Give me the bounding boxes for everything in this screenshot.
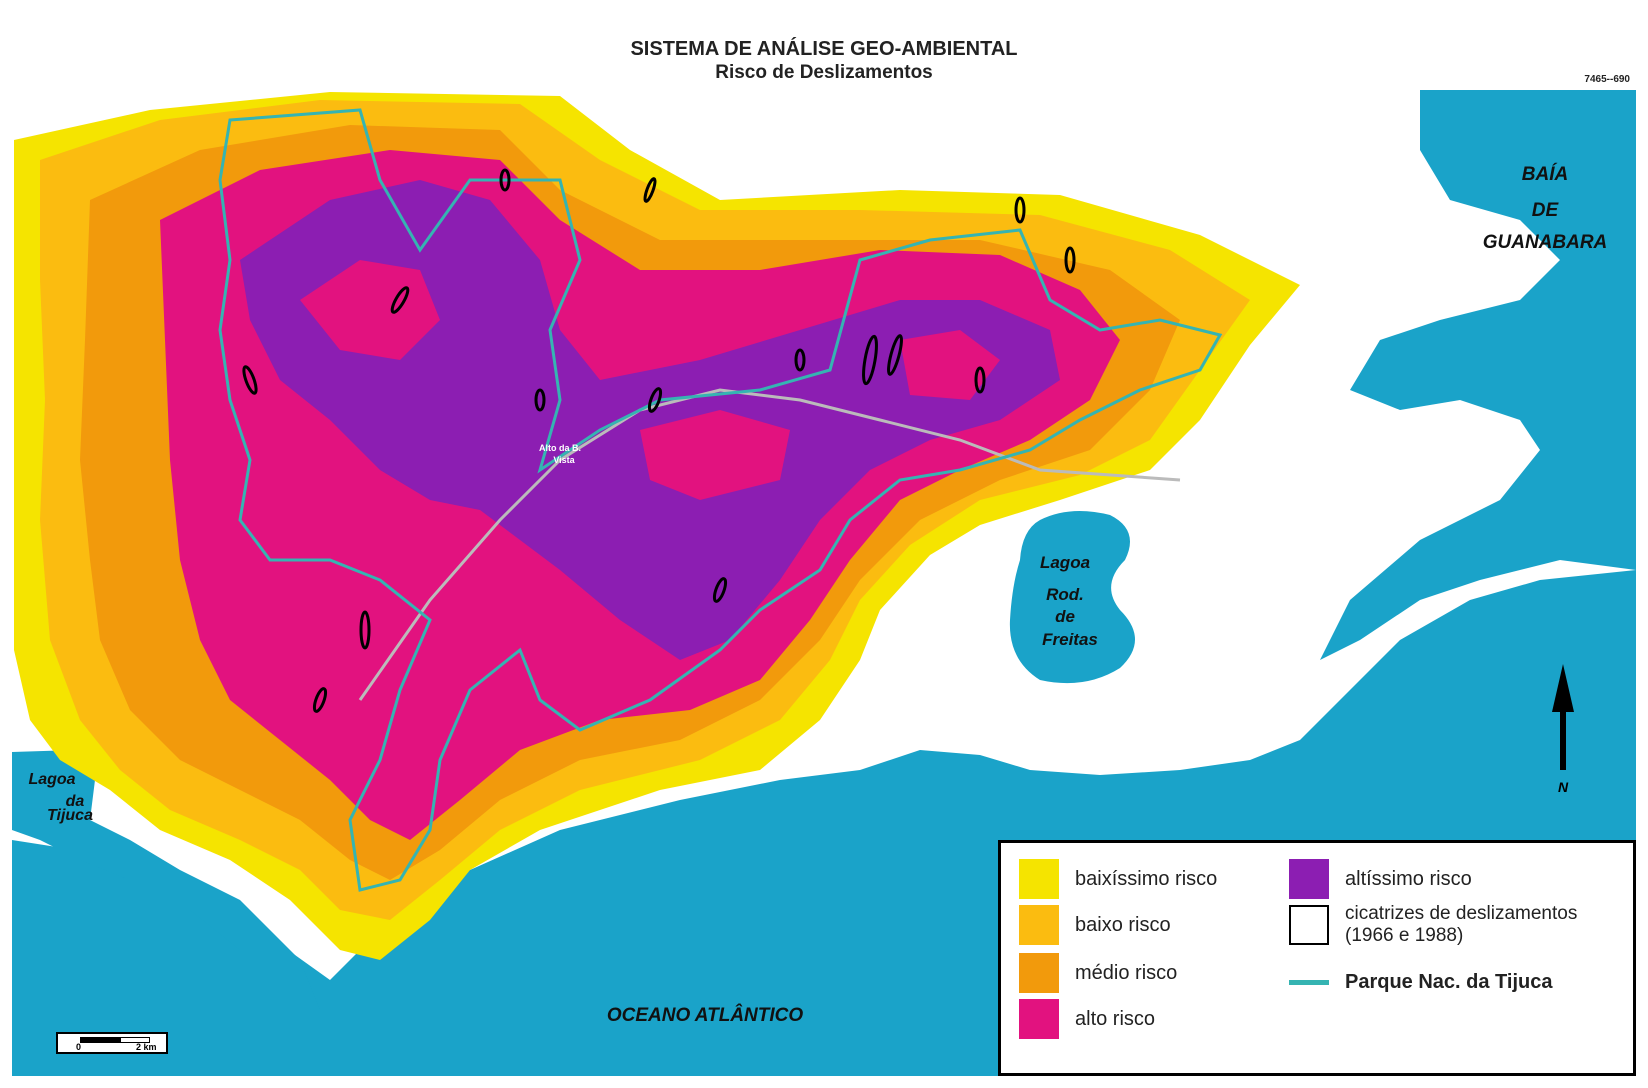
legend-label-scars: cicatrizes de deslizamentos (1966 e 1988… — [1345, 903, 1577, 947]
north-arrow-shaft — [1560, 710, 1566, 770]
lagoa-rod-label-line2: Rod. — [1046, 585, 1084, 604]
north-arrow: N — [1552, 664, 1574, 795]
scar-mark — [312, 687, 328, 713]
lagoa-tijuca-label-line2: da — [66, 793, 85, 810]
zone-very-high-risk — [240, 180, 1060, 660]
legend-scars-line2: (1966 e 1988) — [1345, 925, 1464, 946]
map-subtitle: Risco de Deslizamentos — [715, 62, 933, 83]
zone-high-risk-patch — [300, 260, 440, 360]
scar-mark — [534, 388, 546, 412]
north-label: N — [1558, 779, 1569, 795]
landslide-scars — [242, 168, 1076, 713]
lagoa-rod-label-line3: de — [1055, 607, 1075, 626]
scale-start-label: 0 — [76, 1042, 82, 1052]
lagoa-rod-label-line1: Lagoa — [1040, 553, 1090, 572]
ocean-label: OCEANO ATLÂNTICO — [607, 1004, 804, 1026]
legend-item-very-low: baixíssimo risco — [1019, 859, 1217, 899]
legend-item-very-high: altíssimo risco — [1289, 859, 1472, 899]
lagoa-tijuca-label-line3: Tijuca — [47, 807, 93, 824]
scar-mark — [1064, 246, 1076, 274]
legend-swatch-low — [1019, 905, 1059, 945]
scar-mark — [499, 168, 511, 192]
scar-mark — [974, 366, 986, 394]
legend-label-medium: médio risco — [1075, 961, 1178, 984]
scar-mark — [862, 334, 878, 386]
guanabara-bay — [1320, 90, 1636, 660]
alto-boa-vista-label-line1: Alto da B. — [539, 443, 581, 453]
legend-item-medium: médio risco — [1019, 953, 1177, 993]
lagoa-rodrigo-de-freitas — [1009, 511, 1135, 684]
bay-label-line3: GUANABARA — [1483, 232, 1608, 253]
north-arrow-head — [1552, 664, 1574, 712]
lagoa-da-tijuca — [12, 750, 320, 1010]
scar-mark — [647, 387, 663, 413]
scar-mark — [390, 286, 410, 314]
scar-mark — [359, 610, 371, 650]
legend-item-park: Parque Nac. da Tijuca — [1289, 971, 1553, 994]
scar-mark — [1014, 196, 1026, 224]
lagoa-rod-label-line4: Freitas — [1042, 630, 1098, 649]
legend-scars-line1: cicatrizes de deslizamentos — [1345, 903, 1578, 924]
legend-label-park: Parque Nac. da Tijuca — [1345, 971, 1553, 993]
scale-end-label: 2 km — [136, 1042, 157, 1052]
map-title: SISTEMA DE ANÁLISE GEO-AMBIENTAL — [630, 38, 1018, 60]
scar-mark — [794, 348, 806, 372]
bay-label-line1: BAÍA — [1522, 163, 1568, 185]
map-legend: baixíssimo risco baixo risco médio risco… — [998, 840, 1636, 1076]
legend-item-scars: cicatrizes de deslizamentos (1966 e 1988… — [1289, 903, 1577, 947]
legend-swatch-high — [1019, 999, 1059, 1039]
scar-mark — [242, 365, 258, 395]
alto-boa-vista-label-line2: Vista — [553, 455, 575, 465]
legend-swatch-medium — [1019, 953, 1059, 993]
legend-item-low: baixo risco — [1019, 905, 1171, 945]
scar-mark — [643, 177, 657, 203]
legend-label-low: baixo risco — [1075, 913, 1171, 936]
lagoa-tijuca-label-line1: Lagoa — [28, 771, 75, 788]
scar-mark — [887, 334, 903, 376]
map-code: 7465--690 — [1584, 74, 1630, 85]
legend-swatch-very-low — [1019, 859, 1059, 899]
scar-mark — [712, 577, 728, 603]
main-road — [358, 388, 1181, 701]
legend-label-very-low: baixíssimo risco — [1075, 867, 1218, 890]
scale-bar-fill — [80, 1037, 120, 1043]
bay-label-line2: DE — [1532, 200, 1560, 221]
scale-bar-outline — [120, 1037, 150, 1043]
legend-swatch-very-high — [1289, 859, 1329, 899]
legend-item-high: alto risco — [1019, 999, 1155, 1039]
legend-label-high: alto risco — [1075, 1007, 1156, 1030]
legend-swatch-scars — [1289, 905, 1329, 945]
scale-bar: 0 2 km — [56, 1032, 168, 1054]
parque-nacional-boundary — [218, 108, 1223, 892]
legend-label-very-high: altíssimo risco — [1345, 867, 1472, 890]
zone-high-risk-patch — [640, 410, 790, 500]
legend-swatch-park — [1289, 980, 1329, 985]
